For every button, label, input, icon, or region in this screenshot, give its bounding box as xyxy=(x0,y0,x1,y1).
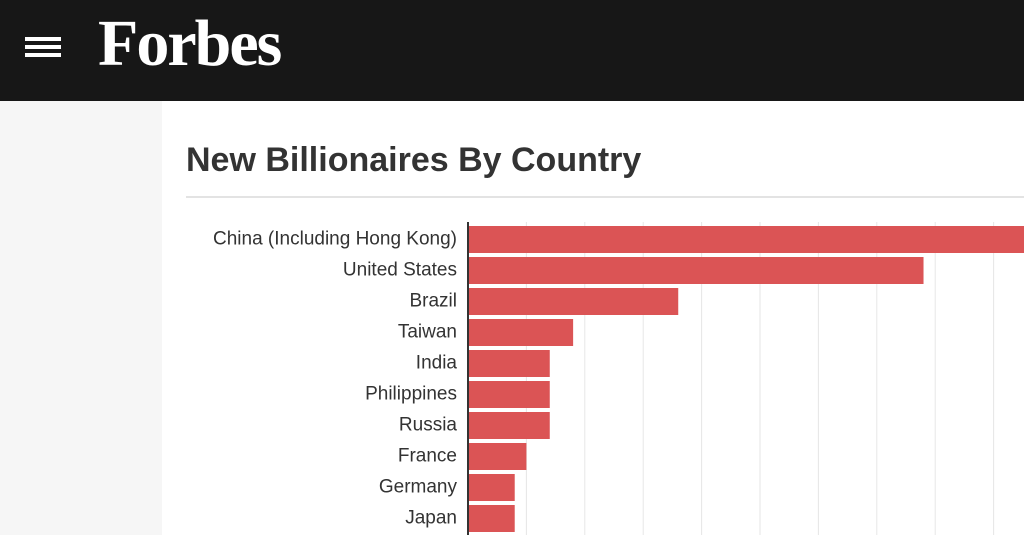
y-tick-label: Germany xyxy=(379,477,458,498)
bar xyxy=(468,257,924,284)
top-bar: Forbes xyxy=(0,0,1024,101)
y-tick-label: Japan xyxy=(405,508,457,529)
bar xyxy=(468,505,515,532)
menu-icon[interactable] xyxy=(25,33,65,63)
bar xyxy=(468,319,574,346)
y-tick-label: Russia xyxy=(399,415,458,436)
y-tick-label: France xyxy=(398,446,457,467)
side-column xyxy=(0,101,162,535)
y-tick-label: India xyxy=(416,353,458,374)
y-tick-label: Taiwan xyxy=(398,322,457,343)
y-tick-label: China (Including Hong Kong) xyxy=(213,229,457,250)
bar xyxy=(468,226,1024,253)
chart-title: New Billionaires By Country xyxy=(186,141,641,179)
bar xyxy=(468,381,550,408)
y-tick-label: Brazil xyxy=(409,291,457,312)
bar xyxy=(468,474,515,501)
bar xyxy=(468,350,550,377)
brand-logo[interactable]: Forbes xyxy=(98,7,282,80)
y-tick-label: United States xyxy=(343,260,457,281)
bar xyxy=(468,288,679,315)
bar xyxy=(468,412,550,439)
bar xyxy=(468,443,527,470)
y-tick-label: Philippines xyxy=(365,384,457,405)
